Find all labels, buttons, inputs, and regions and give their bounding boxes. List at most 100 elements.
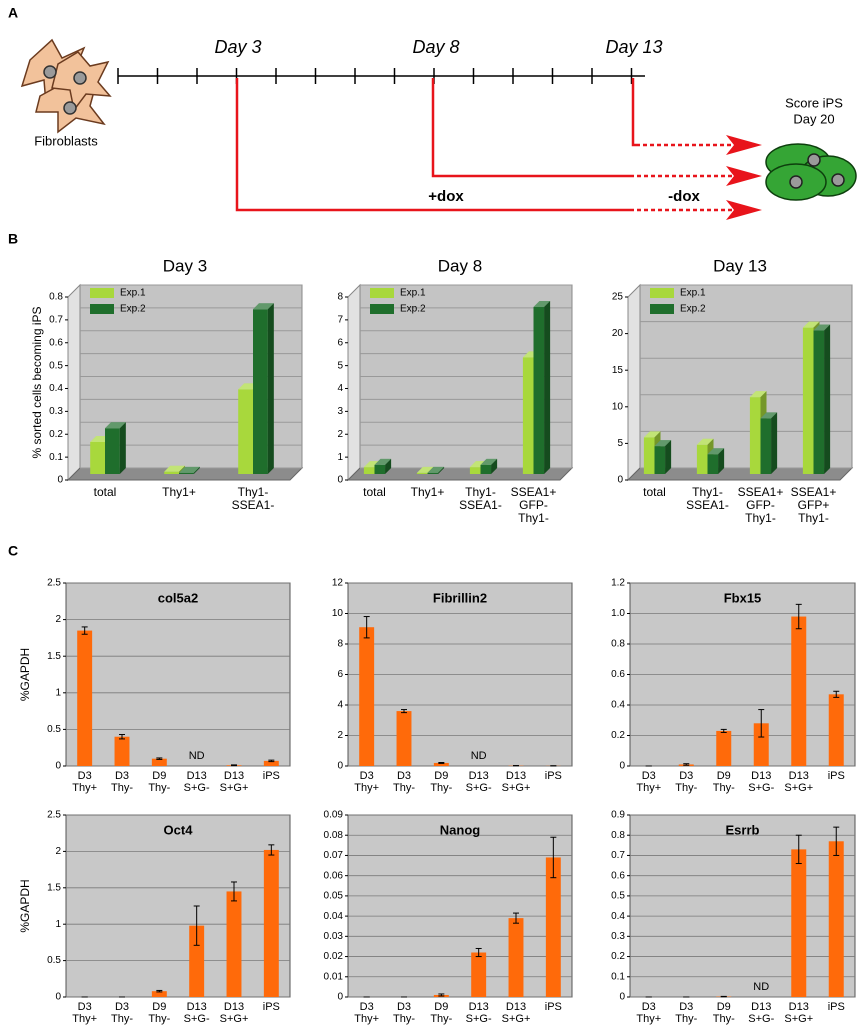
bar	[227, 891, 242, 997]
y-tick-label: 0.4	[611, 700, 625, 711]
side-wall	[68, 285, 80, 480]
y-tick-label: 8	[337, 292, 343, 303]
value-label: ND	[189, 750, 205, 762]
y-tick-label: 15	[612, 365, 624, 376]
y-tick-label: 0.6	[611, 870, 625, 881]
bar-front	[481, 465, 492, 474]
value-label: ND	[753, 981, 769, 993]
end-label: Score iPS	[785, 95, 843, 110]
y-tick-label: 0.1	[611, 971, 625, 982]
bar-front	[253, 309, 268, 474]
y-tick-label: 0.04	[324, 911, 344, 922]
dox-label: -dox	[668, 188, 700, 205]
figure: A B C Fibroblasts Day 3 Day 8 Day 13 +do…	[0, 0, 859, 1026]
legend-label: Exp.1	[680, 288, 706, 299]
x-tick-label: iPS	[513, 1001, 593, 1013]
y-tick-label: 1	[55, 687, 61, 698]
bar-front	[179, 473, 194, 474]
bar-front	[761, 418, 772, 474]
y-tick-label: 20	[612, 328, 624, 339]
side-wall	[348, 285, 360, 480]
side-wall	[628, 285, 640, 480]
plot-area	[66, 583, 290, 766]
end-label: Day 20	[793, 111, 834, 126]
bar	[829, 841, 844, 997]
y-tick-label: 1.0	[611, 608, 625, 619]
y-axis-label: %GAPDH	[18, 879, 32, 932]
error-bar	[231, 765, 237, 766]
y-tick-label: 0.2	[49, 429, 63, 440]
y-tick-label: 0.4	[49, 383, 63, 394]
error-bar	[438, 762, 444, 763]
day-label: Day 3	[214, 37, 261, 57]
plot-area	[66, 815, 290, 997]
y-tick-label: 0	[617, 475, 623, 486]
y-tick-label: 0.5	[47, 955, 61, 966]
bar	[791, 849, 806, 997]
y-tick-label: 0	[57, 475, 63, 486]
bar-front	[105, 428, 120, 474]
y-tick-label: 0.8	[611, 830, 625, 841]
y-tick-label: 0.09	[324, 810, 344, 821]
x-tick-label: iPS	[796, 1001, 859, 1013]
chart-title: col5a2	[158, 590, 198, 605]
y-tick-label: 0.8	[611, 639, 625, 650]
bar-side-shade	[268, 303, 274, 474]
y-tick-label: 4	[337, 700, 343, 711]
chart-title: Fibrillin2	[433, 590, 487, 605]
bar	[814, 325, 831, 474]
y-tick-label: 0.7	[49, 315, 63, 326]
legend-swatch	[650, 304, 674, 314]
chart-title: Nanog	[440, 822, 481, 837]
y-tick-label: 0.3	[49, 406, 63, 417]
bar-front	[417, 473, 428, 474]
y-tick-label: 4	[337, 383, 343, 394]
bar-front	[708, 454, 719, 474]
y-tick-label: 0.07	[324, 850, 344, 861]
y-tick-label: 5	[337, 360, 343, 371]
bar	[716, 731, 731, 766]
bar-front	[644, 437, 655, 474]
bar	[471, 953, 486, 997]
bar-front	[238, 389, 253, 474]
y-tick-label: 0.6	[49, 337, 63, 348]
bar	[105, 422, 126, 474]
legend-swatch	[370, 288, 394, 298]
y-tick-label: 12	[332, 578, 344, 589]
y-tick-label: 5	[617, 438, 623, 449]
bar-side-shade	[120, 422, 126, 474]
y-tick-label: 1.5	[47, 651, 61, 662]
y-tick-label: 0.5	[49, 360, 63, 371]
bar-side-shade	[544, 301, 550, 474]
legend-label: Exp.1	[120, 288, 146, 299]
legend-swatch	[650, 288, 674, 298]
x-tick-label: iPS	[231, 1001, 311, 1013]
y-tick-label: 0.06	[324, 870, 344, 881]
bar	[264, 850, 279, 997]
bar-front	[428, 473, 439, 474]
y-tick-label: 0.05	[324, 891, 344, 902]
y-tick-label: 0	[337, 475, 343, 486]
bar	[546, 857, 561, 997]
bar-front	[364, 467, 375, 474]
y-tick-label: 3	[337, 406, 343, 417]
plot-area	[348, 815, 572, 997]
y-axis-label: % sorted cells becoming iPS	[30, 306, 44, 458]
x-tick-label: iPS	[231, 770, 311, 782]
y-tick-label: 0.4	[611, 911, 625, 922]
y-tick-label: 0.02	[324, 951, 344, 962]
y-tick-label: 8	[337, 639, 343, 650]
bar-front	[803, 328, 814, 474]
y-tick-label: 0.6	[611, 669, 625, 680]
y-tick-label: 0.5	[47, 724, 61, 735]
bar-front	[655, 446, 666, 474]
legend-label: Exp.2	[680, 304, 706, 315]
y-tick-label: 6	[337, 669, 343, 680]
bar-front	[90, 442, 105, 474]
ips-colonies	[766, 144, 856, 200]
x-tick-label: iPS	[796, 770, 859, 782]
legend-swatch	[370, 304, 394, 314]
timeline	[118, 68, 645, 84]
y-tick-label: 0.08	[324, 830, 344, 841]
y-tick-label: 10	[332, 608, 344, 619]
